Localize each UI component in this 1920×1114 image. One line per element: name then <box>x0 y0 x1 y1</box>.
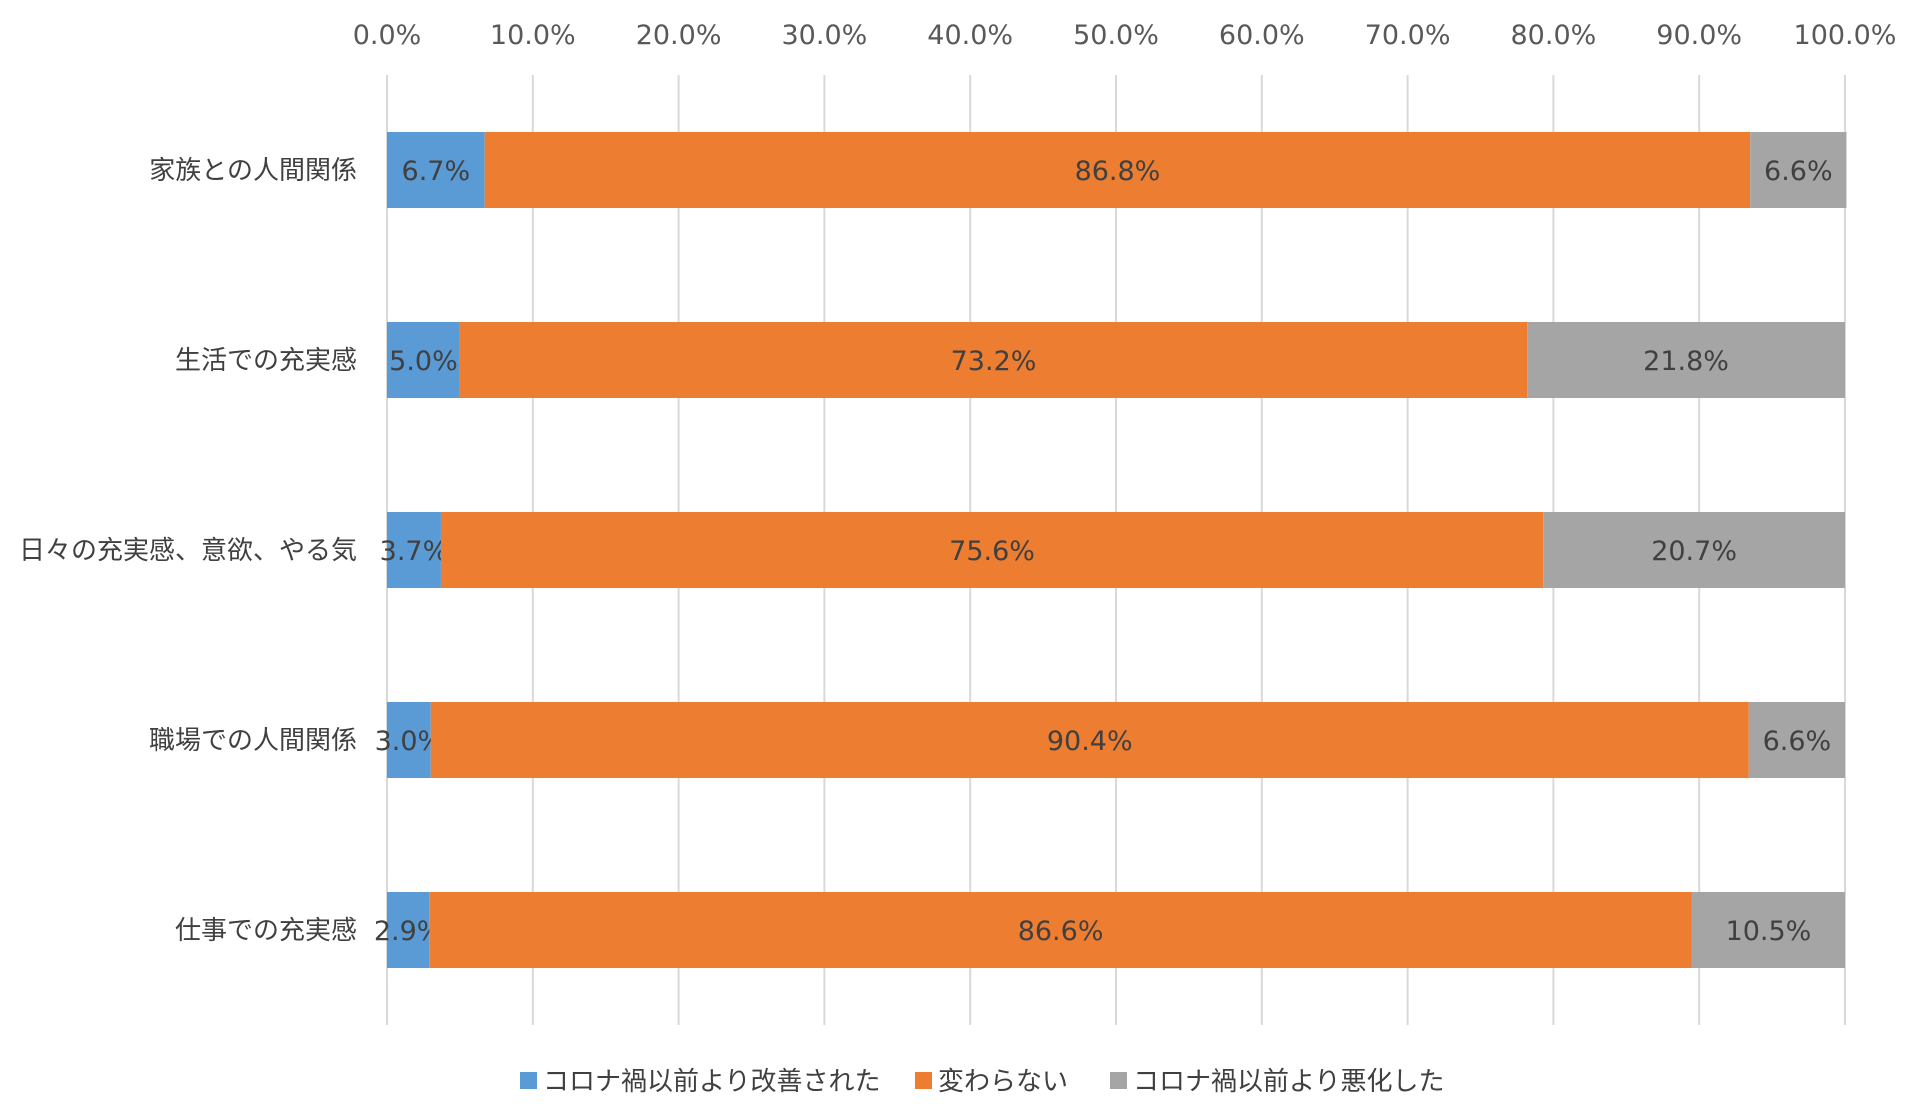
category-label: 日々の充実感、意欲、やる気 <box>19 536 357 566</box>
x-tick-label: 40.0% <box>927 20 1013 51</box>
data-label: 6.7% <box>402 156 471 187</box>
bar-segment <box>387 512 441 588</box>
legend-swatch <box>520 1072 537 1089</box>
x-axis-ticks: 0.0% 10.0% 20.0% 30.0% 40.0% 50.0% 60.0% 70.0% 8… <box>353 20 1897 51</box>
x-tick-label: 0.0% <box>353 20 422 51</box>
legend-swatch <box>915 1072 932 1089</box>
bars: 6.7% 86.8% 6.6% 5.0% 73.2% 21.8% 3.7% 75.6% 20.7… <box>374 132 1847 968</box>
bar-segment <box>459 322 1528 398</box>
bar-segment <box>440 512 1544 588</box>
x-tick-label: 50.0% <box>1073 20 1159 51</box>
category-label: 仕事での充実感 <box>175 916 357 946</box>
bar-segment <box>1543 512 1845 588</box>
category-labels: 家族との人間関係生活での充実感日々の充実感、意欲、やる気職場での人間関係仕事での… <box>19 156 357 946</box>
category-label: 家族との人間関係 <box>149 156 357 186</box>
legend-swatch <box>1110 1072 1127 1089</box>
bar-segment <box>387 322 460 398</box>
x-tick-label: 100.0% <box>1794 20 1897 51</box>
bar-segment <box>1527 322 1845 398</box>
bar-segment <box>1750 132 1847 208</box>
data-label: 75.6% <box>949 536 1035 567</box>
legend-label: コロナ禍以前より改善された <box>543 1067 880 1097</box>
x-tick-label: 70.0% <box>1365 20 1451 51</box>
data-label: 6.6% <box>1764 156 1833 187</box>
bar-segment <box>387 132 485 208</box>
bar-segment <box>387 892 430 968</box>
bar-segment <box>484 132 1751 208</box>
data-label: 21.8% <box>1643 346 1729 377</box>
legend-label: コロナ禍以前より悪化した <box>1133 1067 1444 1097</box>
legend: コロナ禍以前より改善された 変わらない コロナ禍以前より悪化した <box>520 1067 1444 1097</box>
bar-segment <box>1748 702 1845 778</box>
data-label: 10.5% <box>1726 916 1812 947</box>
legend-label: 変わらない <box>938 1067 1068 1097</box>
bar-segment <box>429 892 1692 968</box>
x-tick-label: 90.0% <box>1656 20 1742 51</box>
x-tick-label: 30.0% <box>782 20 868 51</box>
data-label: 6.6% <box>1763 726 1832 757</box>
data-label: 3.7% <box>380 536 449 567</box>
data-label: 20.7% <box>1651 536 1737 567</box>
data-label: 90.4% <box>1047 726 1133 757</box>
data-label: 73.2% <box>951 346 1037 377</box>
x-tick-label: 80.0% <box>1511 20 1597 51</box>
bar-segment <box>387 702 431 778</box>
bar-segment <box>430 702 1749 778</box>
category-label: 生活での充実感 <box>175 346 357 376</box>
x-tick-label: 10.0% <box>490 20 576 51</box>
category-label: 職場での人間関係 <box>149 726 357 756</box>
data-label: 5.0% <box>389 346 458 377</box>
data-label: 86.6% <box>1018 916 1104 947</box>
x-tick-label: 60.0% <box>1219 20 1305 51</box>
x-tick-label: 20.0% <box>636 20 722 51</box>
bar-segment <box>1691 892 1845 968</box>
data-label: 86.8% <box>1075 156 1161 187</box>
